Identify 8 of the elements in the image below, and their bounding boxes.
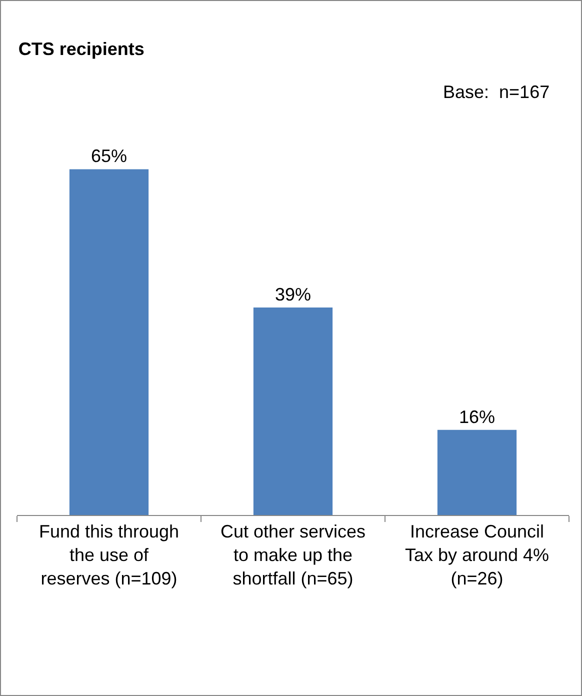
data-label: 16% <box>458 406 496 427</box>
chart-title: CTS recipients <box>18 39 144 60</box>
x-tick-label: Increase Council Tax by around 4% (n=26) <box>404 522 550 588</box>
data-label: 65% <box>90 146 128 166</box>
x-tick-label: Fund this through the use of reserves (n=109) <box>38 522 180 588</box>
text: Base: n=167 <box>443 82 550 102</box>
x-tick-label: Cut other services to make up the shortfall (n=65) <box>220 522 366 588</box>
data-label: 39% <box>274 284 312 305</box>
